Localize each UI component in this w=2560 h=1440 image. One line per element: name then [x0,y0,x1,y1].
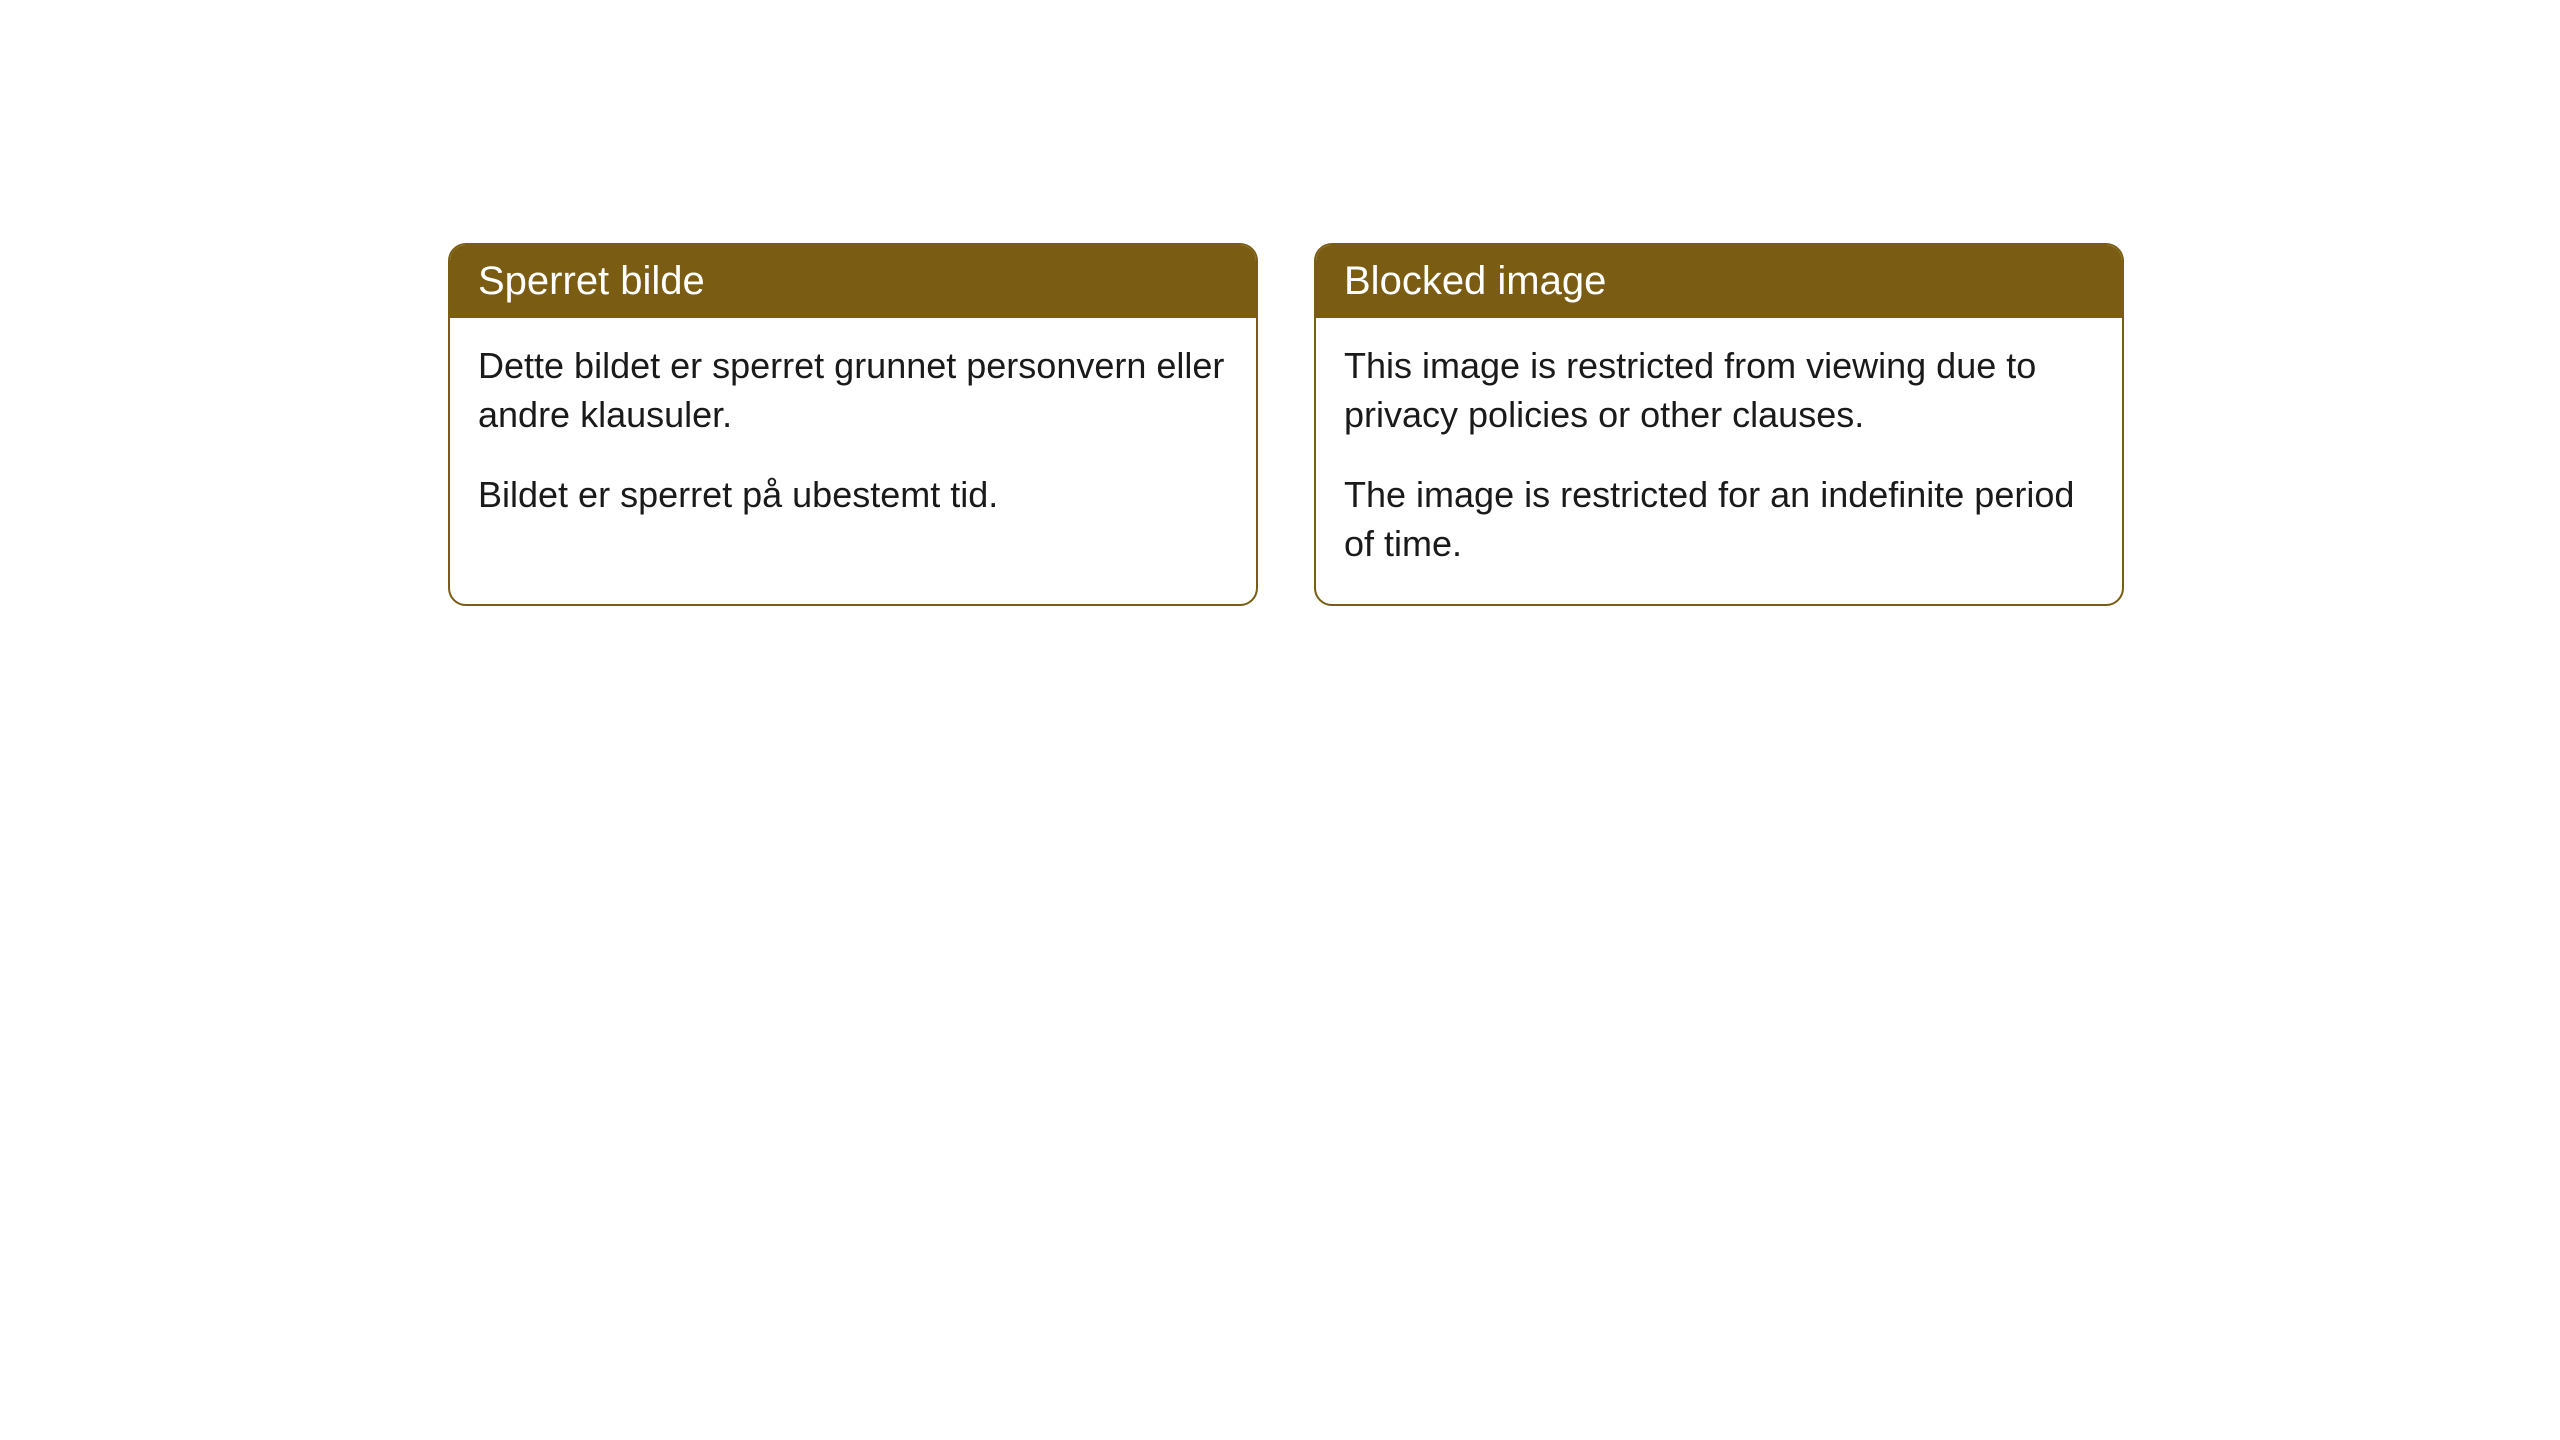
blocked-image-card-english: Blocked image This image is restricted f… [1314,243,2124,606]
card-paragraph: Dette bildet er sperret grunnet personve… [478,342,1228,439]
card-header-english: Blocked image [1316,245,2122,318]
card-paragraph: The image is restricted for an indefinit… [1344,471,2094,568]
card-paragraph: Bildet er sperret på ubestemt tid. [478,471,1228,520]
blocked-image-card-norwegian: Sperret bilde Dette bildet er sperret gr… [448,243,1258,606]
card-paragraph: This image is restricted from viewing du… [1344,342,2094,439]
card-body-english: This image is restricted from viewing du… [1316,318,2122,604]
card-title: Sperret bilde [478,259,705,303]
card-body-norwegian: Dette bildet er sperret grunnet personve… [450,318,1256,556]
notice-cards-container: Sperret bilde Dette bildet er sperret gr… [448,243,2124,606]
card-title: Blocked image [1344,259,1606,303]
card-header-norwegian: Sperret bilde [450,245,1256,318]
